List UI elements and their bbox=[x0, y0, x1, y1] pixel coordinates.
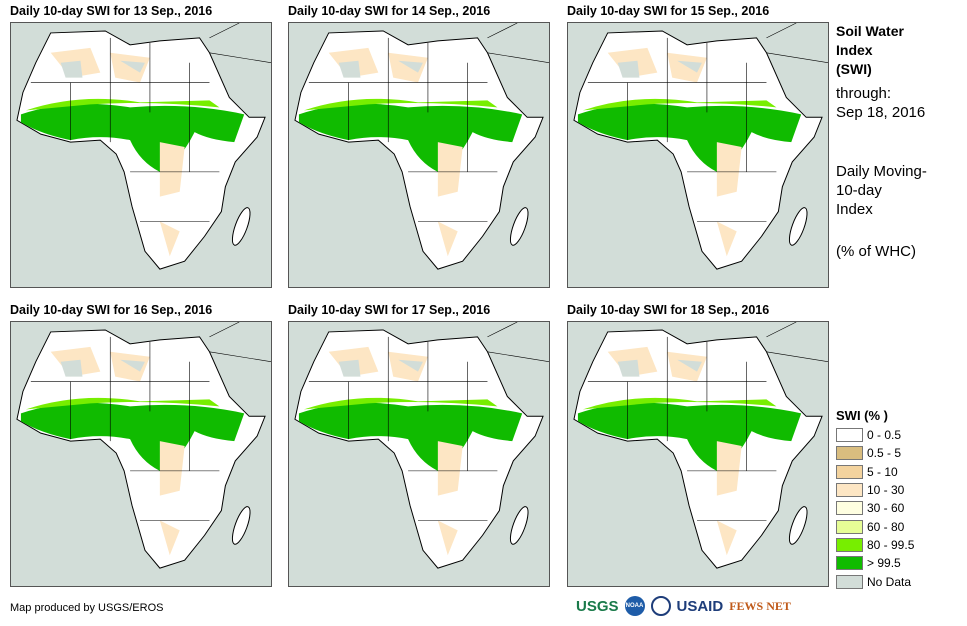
usaid-seal-icon bbox=[650, 596, 671, 616]
index-description: Daily Moving- 10-day Index bbox=[836, 162, 927, 219]
legend-item: 0 - 0.5 bbox=[836, 426, 914, 444]
legend-label: 60 - 80 bbox=[867, 519, 905, 534]
legend-swatch bbox=[836, 574, 863, 589]
legend-swatch bbox=[836, 446, 863, 461]
desc-line: Daily Moving- bbox=[836, 163, 927, 180]
legend-swatch bbox=[836, 483, 863, 498]
legend-label: 5 - 10 bbox=[867, 464, 898, 479]
legend-item: 0.5 - 5 bbox=[836, 444, 914, 462]
legend-label: 80 - 99.5 bbox=[867, 537, 915, 552]
through-date: through: Sep 18, 2016 bbox=[836, 84, 925, 122]
panel-title: Daily 10-day SWI for 13 Sep., 2016 bbox=[10, 4, 213, 18]
panel-title: Daily 10-day SWI for 15 Sep., 2016 bbox=[567, 4, 770, 18]
unit-label: (% of WHC) bbox=[836, 243, 916, 260]
legend-swatch bbox=[836, 428, 863, 443]
logos: USGS NOAA USAID FEWS NET bbox=[576, 596, 791, 616]
desc-line: Index bbox=[836, 201, 873, 218]
title-line: Index bbox=[836, 42, 873, 58]
legend-label: 0.5 - 5 bbox=[867, 446, 902, 461]
legend-item: 10 - 30 bbox=[836, 481, 914, 499]
legend: SWI (% ) 0 - 0.5 0.5 - 5 5 - 10 10 - 30 30 -… bbox=[836, 408, 914, 591]
legend-item: 60 - 80 bbox=[836, 517, 914, 535]
legend-label: > 99.5 bbox=[867, 556, 901, 571]
panel-title: Daily 10-day SWI for 16 Sep., 2016 bbox=[10, 303, 213, 317]
legend-item: 5 - 10 bbox=[836, 463, 914, 481]
swi-map-18-sep bbox=[567, 321, 829, 587]
legend-item: No Data bbox=[836, 572, 914, 590]
swi-map-15-sep bbox=[567, 22, 829, 288]
usgs-logo: USGS bbox=[576, 597, 619, 615]
legend-title: SWI (% ) bbox=[836, 408, 888, 423]
legend-swatch bbox=[836, 556, 863, 571]
desc-line: 10-day bbox=[836, 182, 882, 199]
legend-item: 30 - 60 bbox=[836, 499, 914, 517]
swi-map-17-sep bbox=[288, 321, 550, 587]
legend-item: > 99.5 bbox=[836, 554, 914, 572]
noaa-logo: NOAA bbox=[624, 596, 645, 616]
legend-swatch bbox=[836, 537, 863, 552]
through-label: through: bbox=[836, 85, 892, 102]
date-label: Sep 18, 2016 bbox=[836, 104, 926, 121]
legend-label: 30 - 60 bbox=[867, 501, 905, 516]
fews-net-logo: FEWS NET bbox=[729, 598, 791, 613]
legend-label: No Data bbox=[867, 574, 912, 589]
credit: Map produced by USGS/EROS bbox=[10, 602, 164, 614]
legend-swatch bbox=[836, 519, 863, 534]
side-title: Soil Water Index (SWI) bbox=[836, 22, 904, 79]
title-line: Soil Water bbox=[836, 23, 904, 39]
swi-map-13-sep bbox=[10, 22, 272, 288]
legend-swatch bbox=[836, 501, 863, 516]
legend-item: 80 - 99.5 bbox=[836, 536, 914, 554]
swi-map-14-sep bbox=[288, 22, 550, 288]
legend-label: 0 - 0.5 bbox=[867, 428, 902, 443]
legend-swatch bbox=[836, 464, 863, 479]
panel-title: Daily 10-day SWI for 14 Sep., 2016 bbox=[288, 4, 491, 18]
title-line: (SWI) bbox=[836, 61, 872, 77]
panel-title: Daily 10-day SWI for 18 Sep., 2016 bbox=[567, 303, 770, 317]
usaid-logo: USAID bbox=[676, 597, 724, 615]
panel-title: Daily 10-day SWI for 17 Sep., 2016 bbox=[288, 303, 491, 317]
swi-map-16-sep bbox=[10, 321, 272, 587]
legend-label: 10 - 30 bbox=[867, 483, 905, 498]
